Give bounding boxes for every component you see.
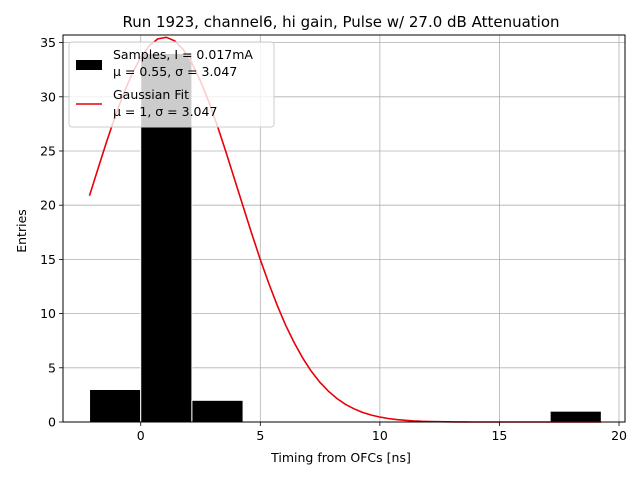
y-tick-label: 35: [40, 35, 56, 50]
histogram-bar: [549, 410, 602, 423]
x-tick-label: 10: [372, 428, 388, 443]
y-tick-label: 10: [40, 306, 56, 321]
y-tick-label: 15: [40, 252, 56, 267]
chart-title: Run 1923, channel6, hi gain, Pulse w/ 27…: [122, 13, 559, 31]
y-tick-label: 0: [48, 415, 56, 430]
y-tick-label: 20: [40, 198, 56, 213]
x-tick-label: 15: [491, 428, 507, 443]
legend-samples-swatch: [76, 60, 102, 70]
legend: Samples, I = 0.017mA μ = 0.55, σ = 3.047…: [68, 41, 275, 128]
y-tick-label: 5: [48, 360, 56, 375]
y-tick-label: 25: [40, 143, 56, 158]
legend-fit-label: Gaussian Fit: [113, 87, 189, 102]
y-tick-label: 30: [40, 89, 56, 104]
y-axis-label: Entries: [14, 209, 29, 253]
histogram-bar: [89, 388, 142, 423]
x-tick-label: 5: [256, 428, 264, 443]
x-tick-label: 0: [137, 428, 145, 443]
legend-samples-label: Samples, I = 0.017mA: [113, 47, 253, 62]
histogram-bar: [191, 399, 244, 423]
x-tick-label: 20: [611, 428, 627, 443]
x-axis-label: Timing from OFCs [ns]: [270, 450, 411, 465]
legend-box: [68, 41, 275, 128]
legend-samples-stats: μ = 0.55, σ = 3.047: [113, 64, 237, 79]
axis-ticks: 0 5 10 15 20 0 5 10 15 20 25 30 35: [40, 35, 627, 443]
legend-fit-stats: μ = 1, σ = 3.047: [113, 104, 217, 119]
plot-frame: [62, 34, 626, 423]
